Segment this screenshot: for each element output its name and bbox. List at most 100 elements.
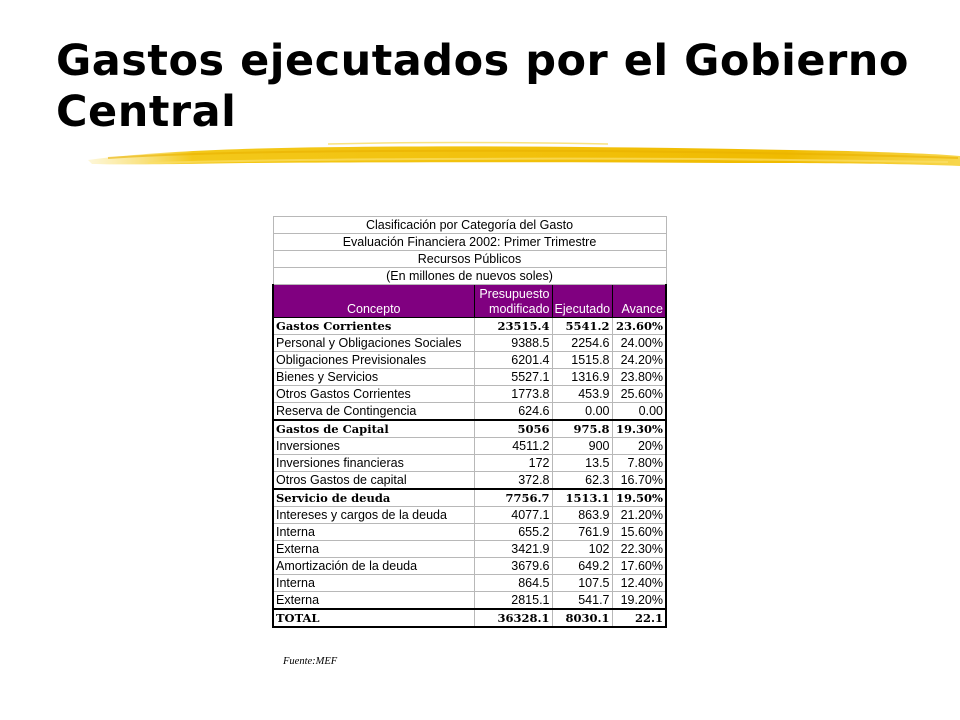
cell-ejecutado: 900 — [551, 437, 613, 455]
cell-concepto: Inversiones — [272, 437, 475, 455]
cell-ejecutado: 1515.8 — [551, 351, 613, 369]
table-caption: (En millones de nuevos soles) — [272, 267, 667, 285]
cell-concepto: Gastos Corrientes — [272, 317, 475, 335]
cell-ejecutado: 1316.9 — [551, 368, 613, 386]
table-row: Interna 655.2 761.9 15.60% — [272, 523, 667, 541]
cell-avance: 17.60% — [611, 557, 667, 575]
table-row: Otros Gastos Corrientes 1773.8 453.9 25.60% — [272, 385, 667, 403]
cell-presupuesto: 4077.1 — [473, 506, 553, 524]
cell-presupuesto: 23515.4 — [473, 317, 553, 335]
table-row: TOTAL 36328.1 8030.1 22.1 — [272, 608, 667, 628]
cell-concepto: Otros Gastos Corrientes — [272, 385, 475, 403]
table-row: Otros Gastos de capital 372.8 62.3 16.70% — [272, 471, 667, 490]
cell-presupuesto: 3679.6 — [473, 557, 553, 575]
cell-concepto: TOTAL — [272, 608, 475, 628]
table-caption-row: (En millones de nuevos soles) — [272, 267, 667, 285]
cell-concepto: Inversiones financieras — [272, 454, 475, 472]
table-caption: Recursos Públicos — [272, 250, 667, 268]
expenses-table: Clasificación por Categoría del Gasto Ev… — [272, 216, 667, 628]
cell-avance: 7.80% — [611, 454, 667, 472]
table-caption-row: Clasificación por Categoría del Gasto — [272, 216, 667, 234]
table-caption: Clasificación por Categoría del Gasto — [272, 216, 667, 234]
cell-presupuesto: 1773.8 — [473, 385, 553, 403]
cell-ejecutado: 13.5 — [551, 454, 613, 472]
cell-ejecutado: 649.2 — [551, 557, 613, 575]
cell-avance: 0.00 — [611, 402, 667, 421]
yellow-brush-stroke-decoration — [88, 141, 960, 166]
cell-presupuesto: 5527.1 — [473, 368, 553, 386]
cell-avance: 23.60% — [611, 317, 667, 335]
cell-presupuesto: 4511.2 — [473, 437, 553, 455]
cell-presupuesto: 372.8 — [473, 471, 553, 490]
table-row: Personal y Obligaciones Sociales 9388.5 22… — [272, 334, 667, 352]
cell-concepto: Intereses y cargos de la deuda — [272, 506, 475, 524]
table-row: Externa 3421.9 102 22.30% — [272, 540, 667, 558]
cell-concepto: Reserva de Contingencia — [272, 402, 475, 421]
table-row: Externa 2815.1 541.7 19.20% — [272, 591, 667, 610]
column-header-line: modificado — [489, 302, 550, 316]
source-note: Fuente:MEF — [283, 656, 338, 667]
column-header-concepto: Concepto — [272, 284, 475, 318]
table-row: Reserva de Contingencia 624.6 0.00 0.00 — [272, 402, 667, 421]
table-row: Inversiones financieras 172 13.5 7.80% — [272, 454, 667, 472]
cell-presupuesto: 3421.9 — [473, 540, 553, 558]
cell-avance: 20% — [611, 437, 667, 455]
table-caption-row: Recursos Públicos — [272, 250, 667, 268]
column-header-ejecutado: Ejecutado — [551, 284, 613, 318]
cell-avance: 22.30% — [611, 540, 667, 558]
cell-concepto: Externa — [272, 591, 475, 610]
table-row: Servicio de deuda 7756.7 1513.1 19.50% — [272, 488, 667, 507]
slide-title: Gastos ejecutados por el Gobierno Centra… — [56, 36, 909, 137]
cell-avance: 21.20% — [611, 506, 667, 524]
table-row: Bienes y Servicios 5527.1 1316.9 23.80% — [272, 368, 667, 386]
cell-avance: 16.70% — [611, 471, 667, 490]
cell-presupuesto: 172 — [473, 454, 553, 472]
cell-concepto: Gastos de Capital — [272, 419, 475, 438]
cell-presupuesto: 2815.1 — [473, 591, 553, 610]
cell-concepto: Interna — [272, 523, 475, 541]
column-header-line: Presupuesto — [479, 287, 550, 301]
cell-ejecutado: 541.7 — [551, 591, 613, 610]
cell-concepto: Externa — [272, 540, 475, 558]
cell-ejecutado: 8030.1 — [551, 608, 613, 628]
cell-concepto: Amortización de la deuda — [272, 557, 475, 575]
cell-concepto: Servicio de deuda — [272, 488, 475, 507]
cell-ejecutado: 453.9 — [551, 385, 613, 403]
table-row: Intereses y cargos de la deuda 4077.1 863.… — [272, 506, 667, 524]
cell-presupuesto: 864.5 — [473, 574, 553, 592]
cell-presupuesto: 7756.7 — [473, 488, 553, 507]
cell-concepto: Bienes y Servicios — [272, 368, 475, 386]
table-row: Amortización de la deuda 3679.6 649.2 17.60… — [272, 557, 667, 575]
cell-avance: 19.30% — [611, 419, 667, 438]
cell-avance: 25.60% — [611, 385, 667, 403]
cell-presupuesto: 6201.4 — [473, 351, 553, 369]
cell-presupuesto: 624.6 — [473, 402, 553, 421]
cell-concepto: Obligaciones Previsionales — [272, 351, 475, 369]
cell-presupuesto: 5056 — [473, 419, 553, 438]
cell-ejecutado: 2254.6 — [551, 334, 613, 352]
cell-concepto: Otros Gastos de capital — [272, 471, 475, 490]
cell-presupuesto: 655.2 — [473, 523, 553, 541]
cell-presupuesto: 36328.1 — [473, 608, 553, 628]
cell-avance: 23.80% — [611, 368, 667, 386]
cell-avance: 12.40% — [611, 574, 667, 592]
cell-avance: 19.50% — [611, 488, 667, 507]
table-row: Obligaciones Previsionales 6201.4 1515.8 24… — [272, 351, 667, 369]
cell-avance: 24.20% — [611, 351, 667, 369]
cell-ejecutado: 1513.1 — [551, 488, 613, 507]
table-row: Inversiones 4511.2 900 20% — [272, 437, 667, 455]
table-row: Interna 864.5 107.5 12.40% — [272, 574, 667, 592]
cell-ejecutado: 761.9 — [551, 523, 613, 541]
table-caption-row: Evaluación Financiera 2002: Primer Trime… — [272, 233, 667, 251]
cell-avance: 15.60% — [611, 523, 667, 541]
cell-ejecutado: 5541.2 — [551, 317, 613, 335]
cell-concepto: Personal y Obligaciones Sociales — [272, 334, 475, 352]
table-header-row: Concepto Presupuesto modificado Ejecutado… — [272, 284, 667, 318]
cell-concepto: Interna — [272, 574, 475, 592]
cell-ejecutado: 975.8 — [551, 419, 613, 438]
cell-avance: 19.20% — [611, 591, 667, 610]
table-caption: Evaluación Financiera 2002: Primer Trime… — [272, 233, 667, 251]
cell-avance: 22.1 — [611, 608, 667, 628]
cell-ejecutado: 102 — [551, 540, 613, 558]
table-row: Gastos Corrientes 23515.4 5541.2 23.60% — [272, 317, 667, 335]
